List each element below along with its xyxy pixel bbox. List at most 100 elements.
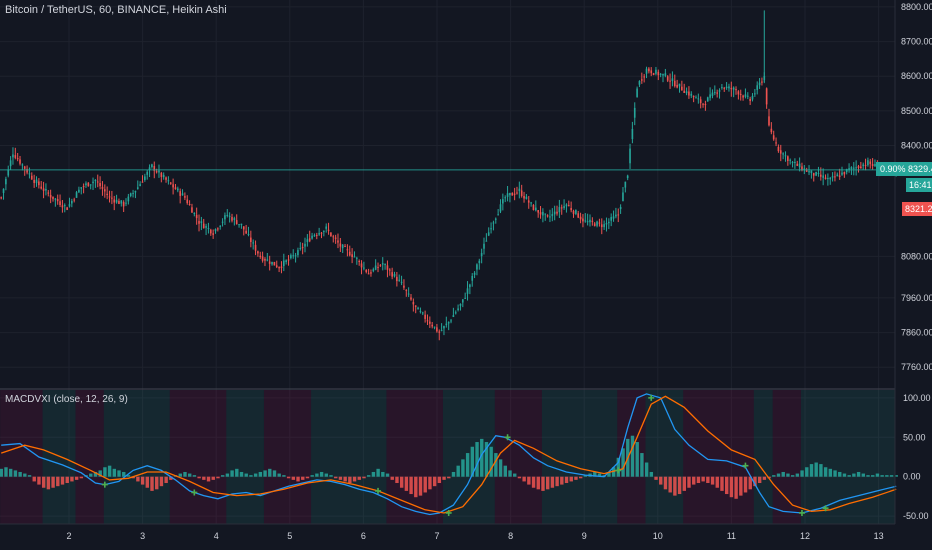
candle-body bbox=[370, 272, 372, 274]
candle-body bbox=[631, 128, 634, 140]
histogram-bar bbox=[220, 475, 225, 477]
candle-body bbox=[82, 186, 85, 188]
candle-body bbox=[850, 167, 853, 170]
histogram-bar bbox=[131, 476, 135, 479]
histogram-bar bbox=[428, 476, 432, 490]
cross-marker bbox=[445, 509, 452, 516]
candle-body bbox=[697, 98, 700, 100]
price-tick-label: 8500.00 bbox=[901, 106, 932, 116]
histogram-bar bbox=[32, 476, 36, 482]
histogram-bar bbox=[46, 476, 51, 490]
candle-body bbox=[629, 148, 631, 164]
candle-body bbox=[299, 247, 302, 250]
histogram-bar bbox=[724, 476, 729, 495]
candle-body bbox=[353, 256, 356, 258]
histogram-bar bbox=[644, 462, 649, 477]
indicator-title: MACDVXI (close, 12, 26, 9) bbox=[5, 394, 128, 405]
time-tick-label: 10 bbox=[653, 531, 663, 541]
histogram-bar bbox=[856, 471, 861, 477]
candle-body bbox=[374, 265, 377, 270]
candle-body bbox=[148, 167, 151, 170]
histogram-bar bbox=[545, 476, 550, 490]
candle-body bbox=[14, 155, 17, 158]
candle-body bbox=[87, 182, 90, 187]
candle-body bbox=[275, 265, 278, 268]
histogram-bar bbox=[677, 476, 682, 495]
price-tick-label: 7860.00 bbox=[901, 328, 932, 338]
histogram-bar bbox=[465, 453, 470, 477]
candle-body bbox=[250, 237, 252, 243]
candle-body bbox=[28, 173, 31, 175]
histogram-bar bbox=[739, 476, 743, 496]
candle-body bbox=[824, 177, 827, 180]
candle-body bbox=[224, 215, 226, 220]
histogram-bar bbox=[659, 476, 663, 485]
candle-body bbox=[294, 255, 297, 257]
candle-body bbox=[699, 99, 702, 104]
cross-marker bbox=[648, 394, 655, 401]
histogram-bar bbox=[432, 476, 437, 487]
candle-body bbox=[483, 243, 485, 249]
candle-body bbox=[445, 323, 448, 325]
candle-body bbox=[85, 183, 87, 186]
candle-body bbox=[532, 204, 535, 211]
histogram-bar bbox=[315, 473, 319, 477]
candle-body bbox=[40, 186, 43, 189]
candle-body bbox=[108, 196, 111, 198]
candle-body bbox=[473, 272, 476, 275]
candle-body bbox=[619, 206, 622, 210]
histogram-bar bbox=[89, 473, 93, 477]
candle-body bbox=[12, 154, 14, 158]
histogram-bar bbox=[630, 435, 635, 477]
indicator-zone bbox=[800, 390, 896, 524]
candle-body bbox=[419, 311, 422, 313]
histogram-bar bbox=[211, 476, 215, 480]
histogram-bar bbox=[748, 476, 752, 490]
candle-body bbox=[132, 192, 134, 194]
histogram-bar bbox=[781, 471, 785, 477]
candle-body bbox=[327, 229, 330, 231]
histogram-bar bbox=[192, 475, 197, 477]
candle-body bbox=[487, 232, 490, 236]
candle-body bbox=[217, 228, 219, 230]
histogram-bar bbox=[112, 468, 117, 477]
indicator-tick-label: -50.00 bbox=[903, 511, 929, 521]
histogram-bar bbox=[136, 476, 140, 482]
candle-body bbox=[871, 164, 874, 167]
candle-body bbox=[429, 321, 431, 324]
histogram-bar bbox=[875, 473, 880, 477]
candle-body bbox=[834, 176, 836, 178]
histogram-bar bbox=[513, 473, 517, 477]
candle-body bbox=[162, 174, 165, 178]
candle-body bbox=[506, 193, 509, 197]
candle-body bbox=[716, 92, 719, 94]
candle-body bbox=[127, 196, 130, 202]
price-tick-label: 8700.00 bbox=[901, 37, 932, 47]
indicator-tick-label: 50.00 bbox=[903, 432, 926, 442]
candle-body bbox=[499, 204, 502, 212]
candle-body bbox=[290, 255, 292, 259]
candle-body bbox=[388, 269, 391, 271]
candle-body bbox=[815, 172, 817, 176]
candle-body bbox=[706, 97, 709, 102]
histogram-bar bbox=[531, 476, 536, 488]
candle-body bbox=[160, 172, 163, 177]
candle-body bbox=[845, 169, 848, 173]
histogram-bar bbox=[616, 457, 621, 477]
candle-body bbox=[829, 177, 832, 180]
candle-body bbox=[363, 267, 365, 269]
candle-body bbox=[523, 195, 525, 199]
histogram-bar bbox=[480, 438, 484, 477]
candle-body bbox=[704, 104, 707, 106]
candle-body bbox=[848, 168, 850, 170]
candle-body bbox=[798, 163, 801, 168]
cross-marker bbox=[742, 462, 749, 469]
histogram-bar bbox=[461, 459, 465, 477]
candle-body bbox=[165, 177, 167, 180]
histogram-bar bbox=[282, 475, 286, 477]
histogram-bar bbox=[776, 473, 781, 477]
candle-body bbox=[461, 299, 464, 303]
histogram-bar bbox=[757, 476, 762, 484]
candle-body bbox=[610, 217, 613, 221]
